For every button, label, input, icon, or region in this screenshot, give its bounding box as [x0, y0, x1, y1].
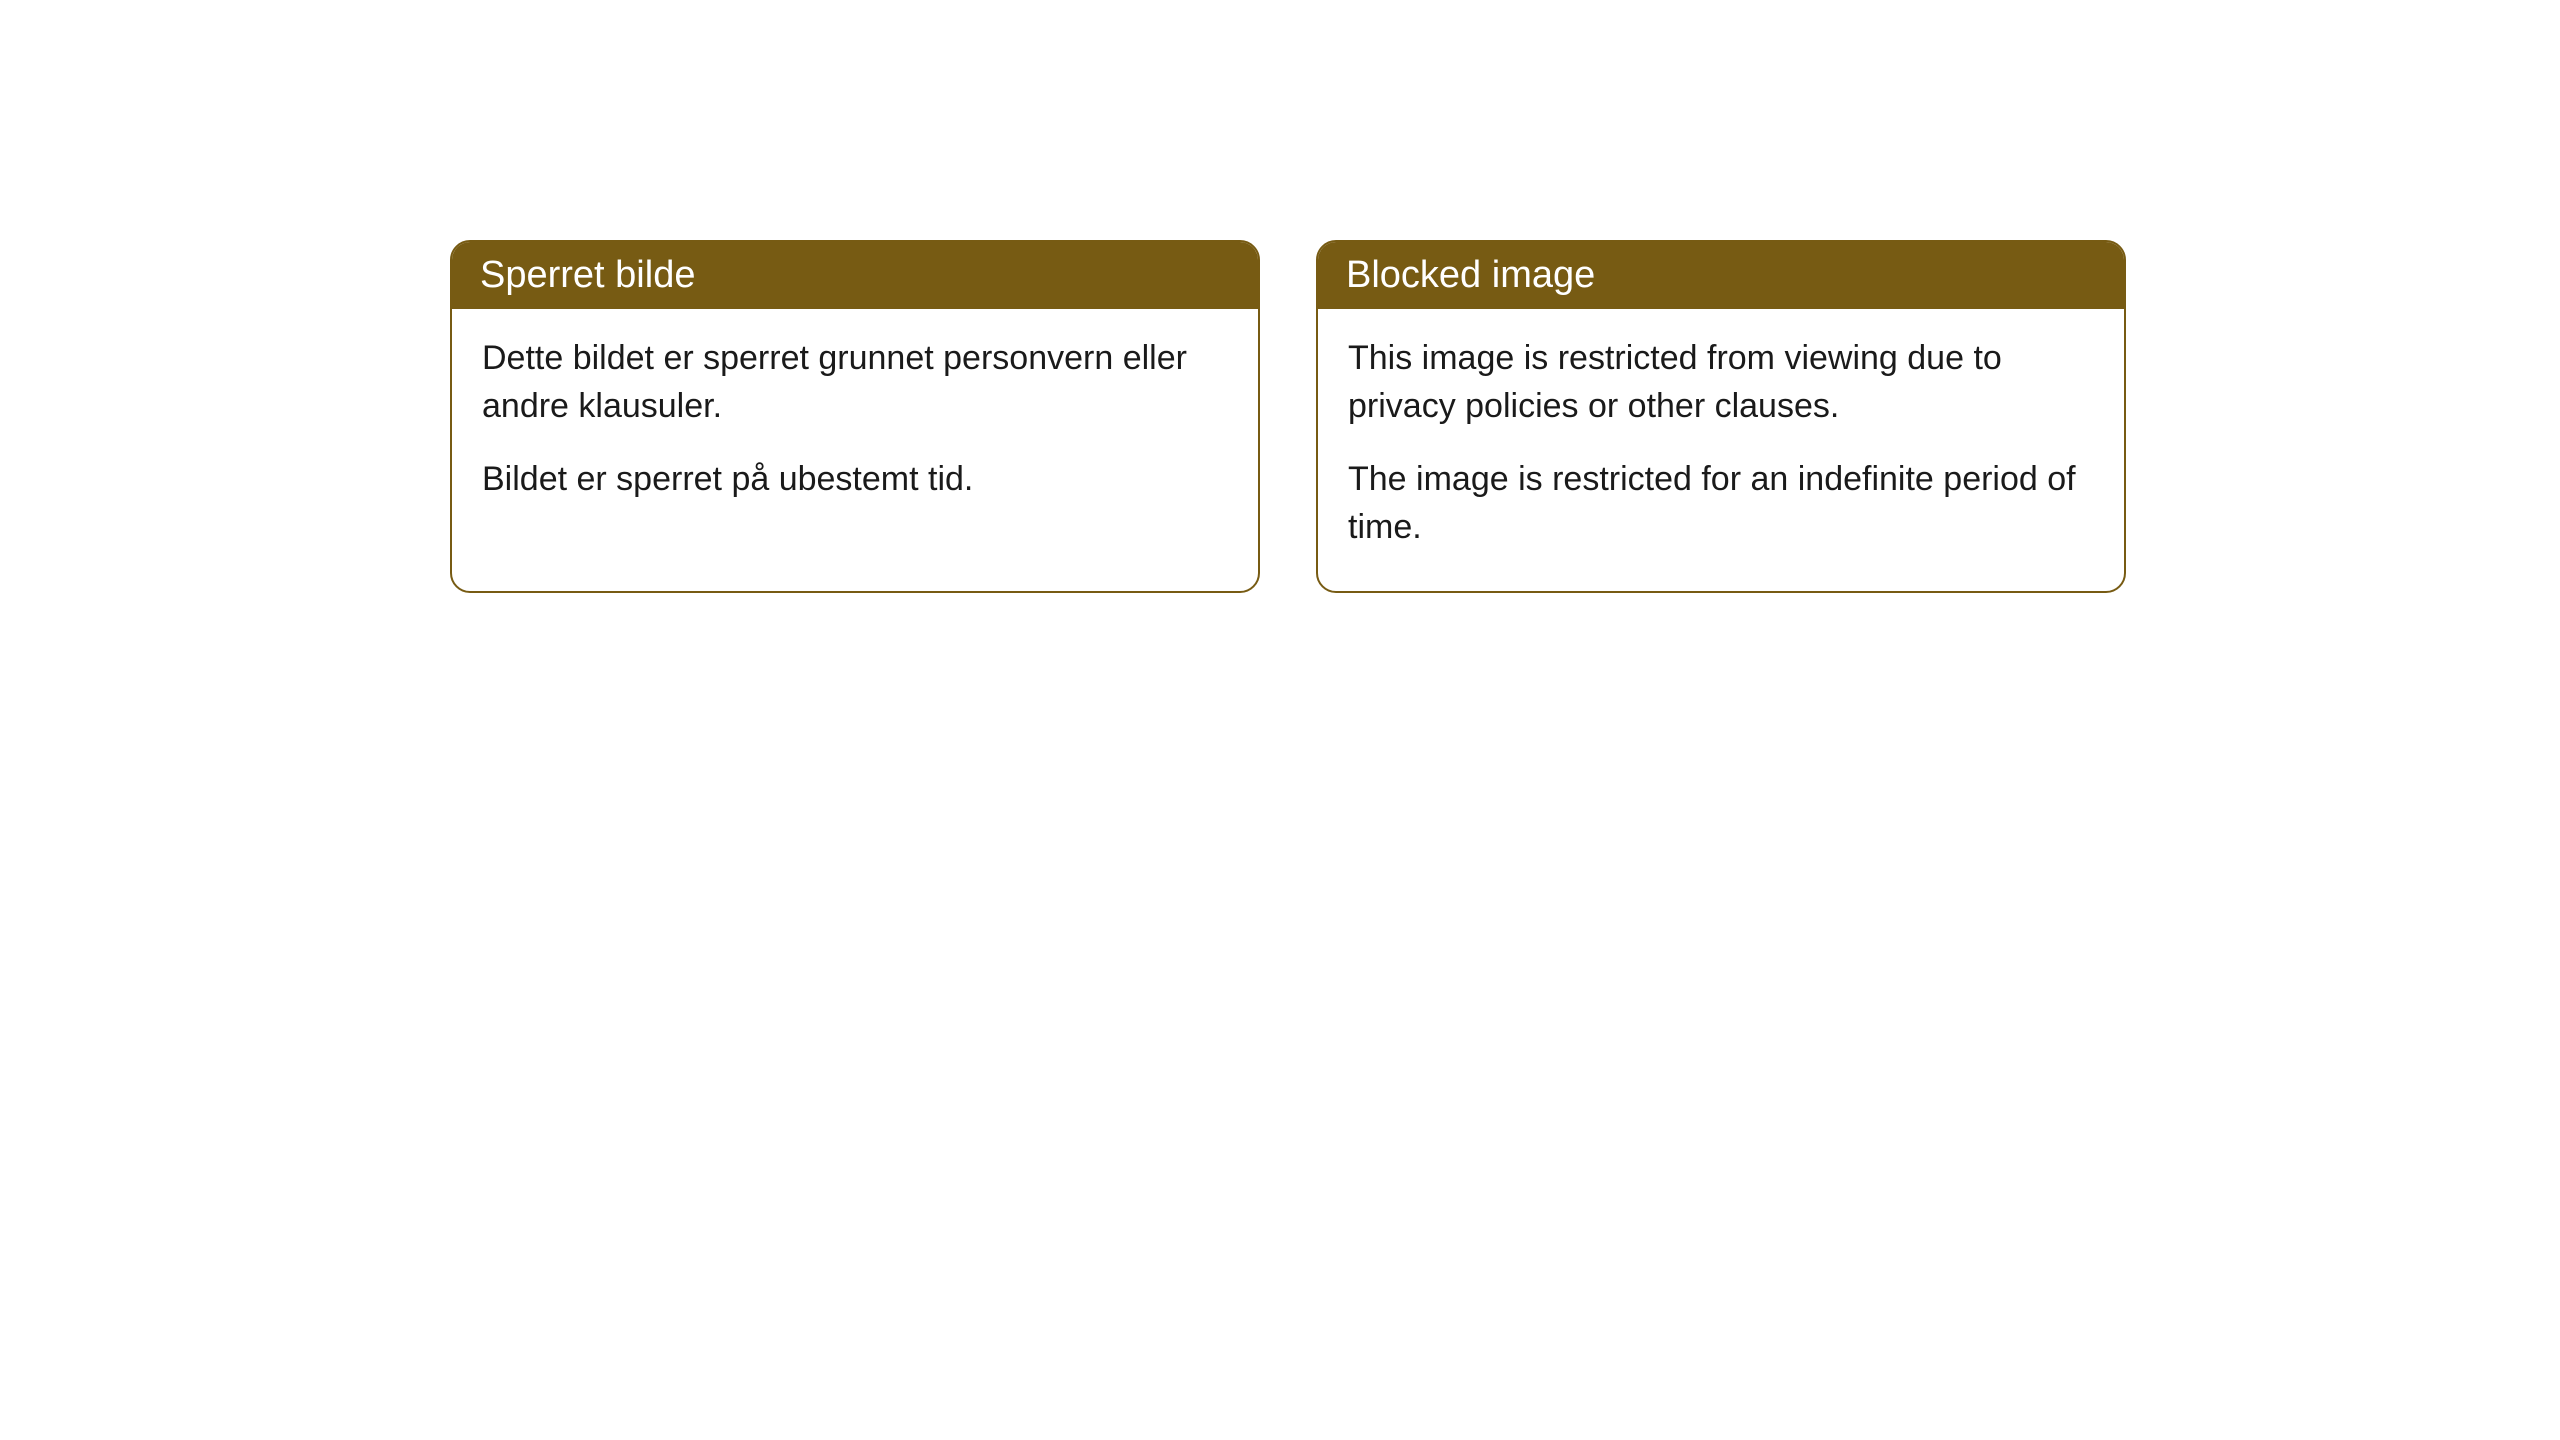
- notice-cards-container: Sperret bilde Dette bildet er sperret gr…: [450, 240, 2560, 593]
- card-body: This image is restricted from viewing du…: [1318, 309, 2124, 591]
- card-body: Dette bildet er sperret grunnet personve…: [452, 309, 1258, 544]
- card-paragraph: This image is restricted from viewing du…: [1348, 335, 2094, 430]
- card-paragraph: Bildet er sperret på ubestemt tid.: [482, 456, 1228, 504]
- card-paragraph: Dette bildet er sperret grunnet personve…: [482, 335, 1228, 430]
- notice-card-english: Blocked image This image is restricted f…: [1316, 240, 2126, 593]
- card-title: Blocked image: [1318, 242, 2124, 309]
- notice-card-norwegian: Sperret bilde Dette bildet er sperret gr…: [450, 240, 1260, 593]
- card-paragraph: The image is restricted for an indefinit…: [1348, 456, 2094, 551]
- card-title: Sperret bilde: [452, 242, 1258, 309]
